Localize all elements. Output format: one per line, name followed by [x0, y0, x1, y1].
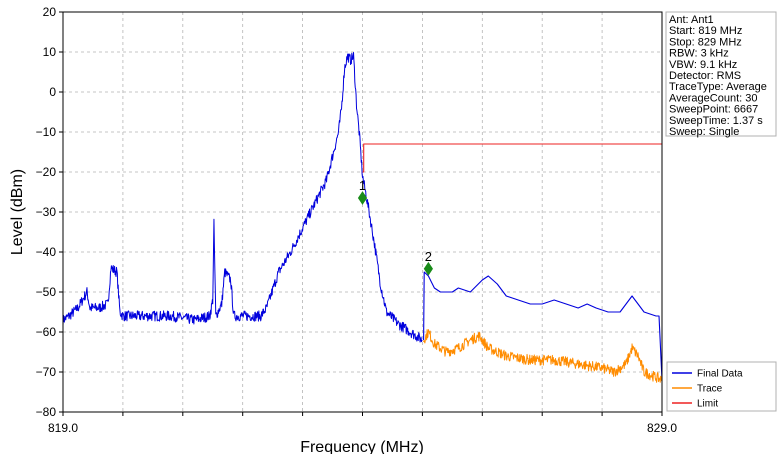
x-axis-title: Frequency (MHz) — [300, 439, 424, 454]
series-layer — [63, 52, 662, 383]
y-tick-label: −30 — [36, 205, 57, 219]
legend: Final Data Trace Limit — [666, 361, 777, 412]
info-line: Ant: Ant1 — [669, 14, 714, 26]
y-tick-label: 20 — [43, 5, 57, 19]
grid-lines — [63, 12, 662, 412]
info-line: Stop: 829 MHz — [669, 36, 742, 48]
y-tick-label: −50 — [36, 285, 57, 299]
marker-1-diamond — [357, 191, 368, 205]
legend-label-trace: Trace — [697, 384, 723, 395]
marker-2-label: 2 — [425, 249, 432, 264]
series-final-data-line — [63, 52, 423, 343]
x-tick-label: 819.0 — [48, 421, 78, 435]
info-line: RBW: 3 kHz — [669, 48, 729, 60]
series-trace-line — [423, 329, 662, 383]
y-tick-label: −70 — [36, 365, 57, 379]
y-axis-title: Level (dBm) — [9, 169, 26, 255]
info-line: Detector: RMS — [669, 70, 741, 82]
info-line: AverageCount: 30 — [669, 92, 757, 104]
series-final-data-line — [423, 271, 662, 381]
y-tick-label: 10 — [43, 45, 57, 59]
y-tick-label: −10 — [36, 125, 57, 139]
y-tick-label: −60 — [36, 325, 57, 339]
info-line: Start: 819 MHz — [669, 25, 742, 37]
info-line: SweepPoint: 6667 — [669, 104, 758, 116]
legend-label-final-data: Final Data — [697, 369, 743, 380]
info-line: VBW: 9.1 kHz — [669, 59, 737, 71]
info-line: TraceType: Average — [669, 81, 767, 93]
marker-2-diamond — [423, 261, 433, 276]
x-tick-label: 829.0 — [647, 421, 677, 435]
info-box-frame — [665, 11, 777, 137]
y-tick-label: 0 — [49, 85, 56, 99]
legend-label-limit: Limit — [697, 399, 718, 410]
y-tick-label: −20 — [36, 165, 57, 179]
info-line: SweepTime: 1.37 s — [669, 115, 763, 127]
axes-layer: −80 −70 −60 −50 −40 −30 −20 −10 0 10 20 819.0 829.0 — [36, 5, 678, 435]
info-line: Sweep: Single — [669, 126, 739, 138]
markers-layer: 12 — [357, 178, 433, 276]
y-tick-label: −80 — [36, 405, 57, 419]
y-tick-label: −40 — [36, 245, 57, 259]
series-limit-line — [362, 143, 662, 173]
marker-1-label: 1 — [359, 178, 366, 193]
